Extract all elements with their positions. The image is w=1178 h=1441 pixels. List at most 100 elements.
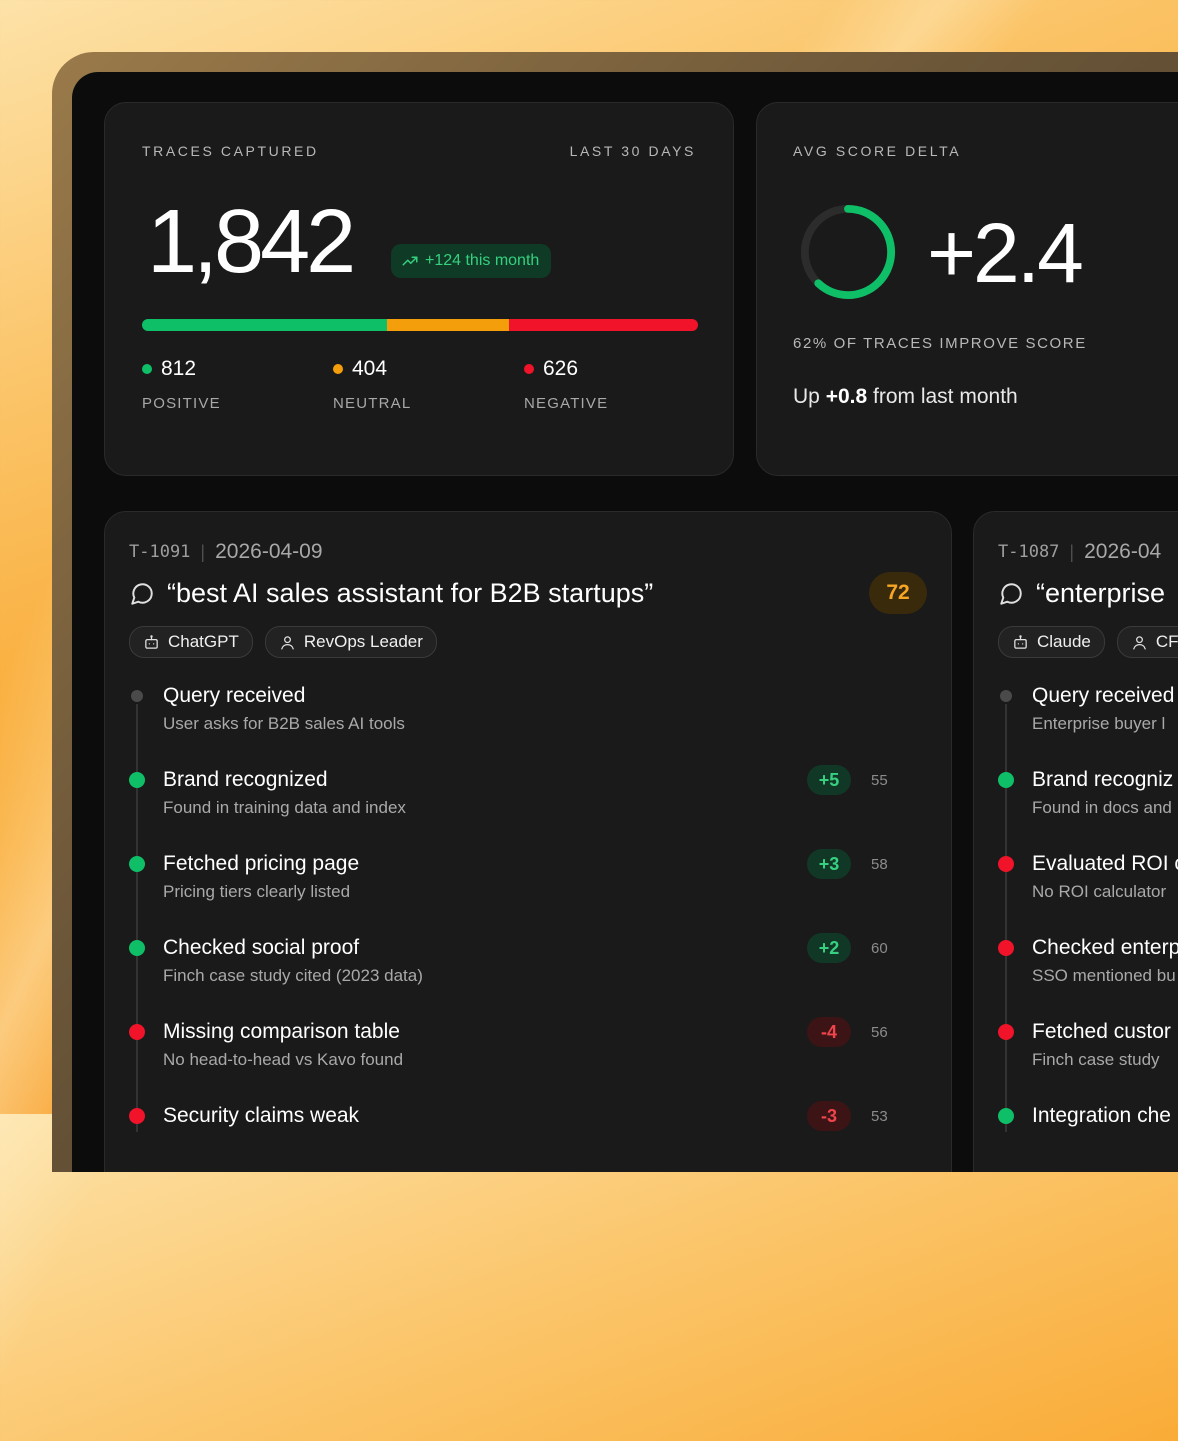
status-dot-negative — [998, 1024, 1014, 1040]
stat-neutral: 404 NEUTRAL — [333, 357, 411, 412]
tag-label: Claude — [1037, 632, 1091, 651]
running-score: 60 — [871, 940, 888, 957]
trace-query: “enterprise — [998, 578, 1165, 609]
running-score: 58 — [871, 856, 888, 873]
status-dot-positive — [129, 772, 145, 788]
traces-total: 1,842 — [147, 192, 356, 292]
running-score: 53 — [871, 1108, 888, 1125]
tag-persona[interactable]: CF — [1116, 626, 1178, 658]
step-title: Missing comparison table — [163, 1020, 400, 1043]
status-dot-positive — [998, 772, 1014, 788]
trending-up-icon — [402, 256, 418, 266]
step-description: Finch case study — [1032, 1050, 1160, 1069]
step-title: Evaluated ROI c — [1032, 852, 1178, 875]
stat-label: POSITIVE — [142, 395, 221, 412]
tag-model[interactable]: Claude — [998, 626, 1105, 658]
tag-label: RevOps Leader — [303, 632, 423, 651]
message-circle-icon — [131, 582, 153, 605]
step-title: Brand recognized — [163, 768, 328, 791]
query-text: “enterprise — [1036, 578, 1166, 608]
step-title: Brand recogniz — [1032, 768, 1174, 791]
status-dot-neutral — [129, 688, 145, 704]
running-score: 56 — [871, 1024, 888, 1041]
score-change-badge: -4 — [807, 1017, 851, 1047]
stat-value: 812 — [161, 357, 197, 380]
trace-score-badge: 72 — [869, 572, 927, 614]
timeline-line — [136, 692, 138, 1132]
negative-segment — [509, 319, 698, 331]
step-description: User asks for B2B sales AI tools — [163, 714, 405, 733]
score-change-badge: -3 — [807, 1101, 851, 1131]
status-dot-negative — [998, 856, 1014, 872]
step-description: No ROI calculator — [1032, 882, 1167, 901]
score-change-badge: +5 — [807, 765, 851, 795]
trace-date: 2026-04-09 — [215, 540, 323, 563]
tag-model[interactable]: ChatGPT — [129, 626, 253, 658]
improve-caption: 62% OF TRACES IMPROVE SCORE — [793, 335, 1087, 352]
trend-text: +124 this month — [425, 252, 540, 269]
avg-score-delta-card: AVG SCORE DELTA +2.4 62% OF TRACES IMPRO… — [756, 102, 1178, 476]
stat-positive: 812 POSITIVE — [142, 357, 221, 412]
running-score: 55 — [871, 772, 888, 789]
traces-captured-card: TRACES CAPTURED LAST 30 DAYS 1,842 +124 … — [104, 102, 734, 476]
query-text: “best AI sales assistant for B2B startup… — [167, 578, 654, 608]
stat-value: 626 — [543, 357, 579, 380]
stat-label: NEUTRAL — [333, 395, 412, 412]
score-change-badge: +3 — [807, 849, 851, 879]
card-label: TRACES CAPTURED — [142, 143, 319, 159]
status-dot-positive — [998, 1108, 1014, 1124]
trend-badge: +124 this month — [391, 244, 552, 278]
step-title: Fetched custor — [1032, 1020, 1171, 1043]
step-description: Pricing tiers clearly listed — [163, 882, 351, 901]
neutral-dot — [333, 364, 343, 374]
step-description: SSO mentioned bu — [1032, 966, 1176, 985]
score-change-badge: +2 — [807, 933, 851, 963]
step-description: Finch case study cited (2023 data) — [163, 966, 423, 985]
step-title: Integration che — [1032, 1104, 1171, 1127]
step-title: Query received — [163, 684, 306, 707]
status-dot-positive — [129, 940, 145, 956]
trace-date: 2026-04 — [1084, 540, 1162, 563]
stat-value: 404 — [352, 357, 388, 380]
message-circle-icon — [1000, 582, 1022, 605]
divider: | — [200, 541, 206, 562]
step-description: Enterprise buyer l — [1032, 714, 1166, 733]
user-icon — [281, 635, 294, 650]
status-dot-negative — [998, 940, 1014, 956]
bot-icon — [1014, 634, 1027, 649]
tag-label: CF — [1155, 632, 1178, 651]
tag-label: ChatGPT — [168, 632, 239, 651]
bot-icon — [145, 634, 158, 649]
positive-dot — [142, 364, 152, 374]
positive-segment — [142, 319, 388, 331]
trace-id: T-1087 — [998, 542, 1060, 562]
step-title: Checked enterp — [1032, 936, 1178, 959]
sentiment-distribution-bar — [142, 319, 698, 331]
avg-score-delta-value: +2.4 — [927, 206, 1084, 300]
dashboard-screen: TRACES CAPTURED LAST 30 DAYS 1,842 +124 … — [72, 72, 1178, 1172]
monthly-change-text: Up +0.8 from last month — [793, 385, 1018, 408]
step-description: Found in training data and index — [163, 798, 406, 817]
score-ring — [800, 204, 896, 300]
step-title: Checked social proof — [163, 936, 360, 959]
stat-label: NEGATIVE — [524, 395, 609, 412]
status-dot-negative — [129, 1108, 145, 1124]
card-label: AVG SCORE DELTA — [793, 143, 962, 159]
timeline-line — [1005, 692, 1007, 1132]
negative-dot — [524, 364, 534, 374]
trace-query: “best AI sales assistant for B2B startup… — [129, 578, 653, 609]
period-label[interactable]: LAST 30 DAYS — [569, 143, 696, 159]
step-title: Query received — [1032, 684, 1175, 707]
status-dot-negative — [129, 1024, 145, 1040]
status-dot-neutral — [998, 688, 1014, 704]
trace-id: T-1091 — [129, 542, 191, 562]
step-description: Found in docs and — [1032, 798, 1172, 817]
step-title: Security claims weak — [163, 1104, 360, 1127]
trace-card[interactable]: T-1091 | 2026-04-09 “best AI sales assis… — [104, 511, 952, 1172]
status-dot-positive — [129, 856, 145, 872]
tag-persona[interactable]: RevOps Leader — [264, 626, 437, 658]
trace-card[interactable]: T-1087 | 2026-04 “enterprise Claude CF Q… — [973, 511, 1178, 1172]
user-icon — [1133, 635, 1146, 650]
divider: | — [1069, 541, 1075, 562]
step-title: Fetched pricing page — [163, 852, 360, 875]
